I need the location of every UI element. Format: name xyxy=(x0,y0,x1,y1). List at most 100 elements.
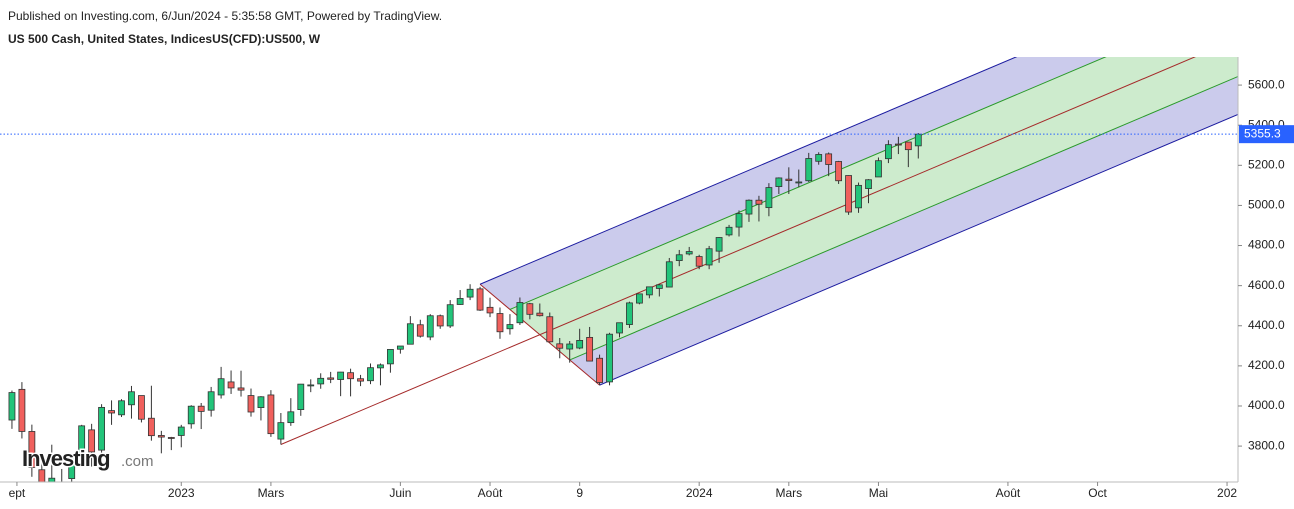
candle-body xyxy=(466,288,474,298)
x-tick-label: Août xyxy=(996,486,1021,500)
pitchfork-lower xyxy=(599,113,1238,386)
candle-body xyxy=(526,303,534,315)
x-tick-label: Août xyxy=(478,486,503,500)
candle-body xyxy=(167,437,175,439)
candle-body xyxy=(207,391,215,411)
candle-body xyxy=(247,395,255,413)
candle-body xyxy=(626,302,633,325)
candle-body xyxy=(396,345,404,350)
candle-body xyxy=(416,324,424,337)
candle-body xyxy=(705,248,713,266)
pitchfork-inner xyxy=(569,75,1238,361)
published-line: Published on Investing.com, 6/Jun/2024 -… xyxy=(8,9,442,23)
candle-body xyxy=(855,184,862,209)
candle-body xyxy=(904,141,912,151)
candle-body xyxy=(556,343,564,349)
candle-body xyxy=(745,199,753,215)
candle-body xyxy=(685,251,693,255)
y-tick-label: 3800.0 xyxy=(1248,438,1285,452)
x-tick-label: ept xyxy=(9,486,26,500)
x-tick-label: Oct xyxy=(1088,486,1107,500)
candle-body xyxy=(566,343,574,350)
candle-body xyxy=(187,405,195,425)
y-tick-label: 4800.0 xyxy=(1248,238,1285,252)
candle-body xyxy=(287,411,295,424)
candle-body xyxy=(8,392,16,421)
logo-suffix: .com xyxy=(121,453,154,470)
candle-body xyxy=(865,179,872,189)
logo-brand: Investing xyxy=(22,446,110,471)
y-tick-label: 4200.0 xyxy=(1248,358,1285,372)
candle-body xyxy=(257,396,265,408)
candle-body xyxy=(755,199,763,205)
candle-body xyxy=(825,153,833,165)
candle-body xyxy=(725,226,733,236)
candle-body xyxy=(277,422,285,440)
x-tick-label: Juin xyxy=(389,486,411,500)
candle-body xyxy=(197,405,205,412)
candle-body xyxy=(645,286,653,296)
candle-body xyxy=(426,315,434,338)
candle-body xyxy=(68,455,76,479)
symbol-line: US 500 Cash, United States, IndicesUS(CF… xyxy=(8,32,321,46)
candle-body xyxy=(765,187,773,209)
candle-body xyxy=(655,284,663,289)
pitchfork-upper xyxy=(479,57,1018,285)
x-tick-label: Mars xyxy=(258,486,285,500)
candle-body xyxy=(546,316,554,343)
x-tick-label: 9 xyxy=(576,486,583,500)
candle-body xyxy=(177,426,185,436)
candle-body xyxy=(675,254,683,261)
candle-body xyxy=(885,144,892,160)
candle-body xyxy=(317,377,325,385)
candle-body xyxy=(735,213,743,228)
candle-body xyxy=(357,378,364,382)
y-tick-label: 4400.0 xyxy=(1248,318,1285,332)
candle-body xyxy=(98,406,105,451)
candle-body xyxy=(805,158,813,182)
candle-body xyxy=(446,304,454,327)
candle-body xyxy=(406,323,414,345)
x-tick-label: 202 xyxy=(1217,486,1237,500)
candle-body xyxy=(914,133,922,147)
candle-body xyxy=(267,394,275,435)
candle-body xyxy=(18,388,26,432)
x-tick-label: 2024 xyxy=(686,486,713,500)
candle-body xyxy=(695,256,703,267)
candle-body xyxy=(297,383,305,410)
candle-body xyxy=(347,372,354,380)
candle-body xyxy=(38,469,46,482)
candle-body xyxy=(237,387,245,391)
last-price-label: 5355.3 xyxy=(1244,126,1281,140)
x-tick-label: Mai xyxy=(869,486,888,500)
candle-body xyxy=(128,391,135,406)
candle-body xyxy=(875,160,882,178)
candle-body xyxy=(596,357,603,383)
pitchfork-base xyxy=(479,283,600,386)
candle-body xyxy=(377,364,384,369)
candle-body xyxy=(785,178,793,181)
y-tick-label: 4000.0 xyxy=(1248,398,1285,412)
candle-body xyxy=(367,367,374,382)
y-tick-label: 5600.0 xyxy=(1248,77,1285,91)
candle-body xyxy=(506,324,514,330)
candle-body xyxy=(636,293,643,304)
candle-body xyxy=(835,161,843,182)
candle-body xyxy=(138,395,145,420)
candle-body xyxy=(486,306,494,314)
candle-body xyxy=(436,315,444,327)
pitchfork-inner-fill xyxy=(509,57,1238,360)
candle-body xyxy=(516,302,524,324)
candle-body xyxy=(894,143,902,146)
last-price-box xyxy=(1239,125,1294,144)
candle-body xyxy=(456,298,464,305)
candle-body xyxy=(157,435,165,438)
candle-body xyxy=(147,417,155,437)
candle-body xyxy=(108,410,115,414)
candle-body xyxy=(217,378,225,396)
x-tick-label: 2023 xyxy=(168,486,195,500)
pitchfork-outer-fill xyxy=(480,57,1106,310)
candle-body xyxy=(775,177,783,187)
